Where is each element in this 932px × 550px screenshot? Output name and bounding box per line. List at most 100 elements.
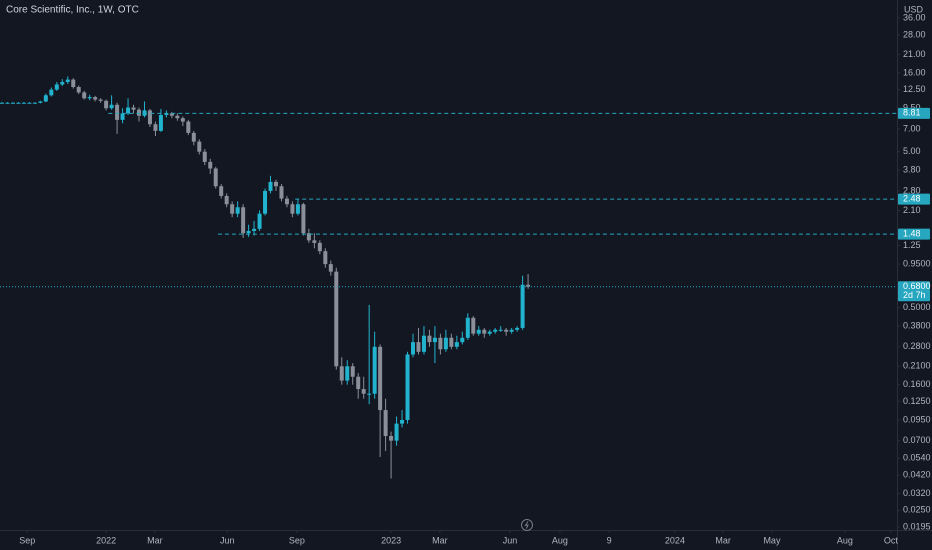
candle-body xyxy=(104,100,109,109)
candle-body xyxy=(476,329,481,334)
candle-body xyxy=(213,168,218,187)
candle-body xyxy=(54,84,59,90)
candle-body xyxy=(389,435,394,441)
x-tick-label: Aug xyxy=(552,535,568,545)
candle-body xyxy=(246,230,251,234)
candle-body xyxy=(443,337,448,350)
candle-body xyxy=(274,181,279,187)
y-tick-label: 0.9500 xyxy=(903,258,931,268)
candle-body xyxy=(520,284,525,328)
y-tick-label: 0.0420 xyxy=(903,470,931,480)
candle-body xyxy=(350,366,355,377)
candle-body xyxy=(301,204,306,234)
y-tick-label: 0.1250 xyxy=(903,396,931,406)
candle-body xyxy=(356,376,361,390)
replay-icon[interactable] xyxy=(521,519,533,531)
candle-body xyxy=(454,342,459,347)
y-tick-label: 0.0950 xyxy=(903,414,931,424)
y-tick-label: 2.80 xyxy=(903,185,921,195)
y-tick-label: 28.00 xyxy=(903,29,926,39)
candle-body xyxy=(361,389,366,394)
candle-body xyxy=(290,204,295,214)
candle-body xyxy=(284,198,289,205)
candle-body xyxy=(268,181,273,191)
candle-body xyxy=(147,110,152,125)
x-tick-label: 2022 xyxy=(96,535,116,545)
level-label: 2.48 xyxy=(903,194,921,204)
candle-body xyxy=(115,104,120,120)
candle-body xyxy=(71,79,76,87)
y-tick-label: 9.50 xyxy=(903,103,921,113)
plot-area xyxy=(0,76,531,479)
candle-body xyxy=(295,204,300,214)
candle-body xyxy=(109,104,114,109)
candle-body xyxy=(509,329,514,332)
candle-body xyxy=(10,102,15,104)
candle-body xyxy=(493,329,498,332)
y-tick-label: 3.80 xyxy=(903,165,921,175)
candle-body xyxy=(224,195,229,205)
candle-body xyxy=(411,342,416,355)
candle-body xyxy=(421,335,426,352)
candle-body xyxy=(16,102,21,104)
candle-body xyxy=(339,366,344,381)
candle-body xyxy=(21,102,26,104)
candle-body xyxy=(465,317,470,338)
chart-title: Core Scientific, Inc., 1W, OTC xyxy=(6,5,139,16)
candle-body xyxy=(328,264,333,272)
candle-body xyxy=(345,366,350,381)
x-tick-label: 9 xyxy=(607,535,612,545)
y-tick-label: 0.0195 xyxy=(903,522,931,532)
countdown-label: 2d 7h xyxy=(903,290,926,300)
candle-body xyxy=(312,240,317,243)
candle-body xyxy=(153,124,158,131)
candle-body xyxy=(416,342,421,352)
candle-body xyxy=(158,114,163,131)
candle-body xyxy=(427,335,432,343)
candle-body xyxy=(235,207,240,214)
candle-body xyxy=(383,410,388,436)
y-tick-label: 7.00 xyxy=(903,123,921,133)
y-tick-label: 21.00 xyxy=(903,49,926,59)
candle-body xyxy=(186,121,191,133)
candle-body xyxy=(49,89,54,96)
x-tick-label: Jun xyxy=(220,535,235,545)
candle-body xyxy=(76,86,81,93)
candle-body xyxy=(169,113,174,116)
candle-body xyxy=(120,113,125,120)
x-tick-label: 2024 xyxy=(665,535,685,545)
last-price-label: 0.6800 xyxy=(903,281,931,291)
candle-body xyxy=(82,92,87,99)
candle-body xyxy=(372,346,377,394)
y-tick-label: 0.0540 xyxy=(903,453,931,463)
y-tick-label: 12.50 xyxy=(903,84,926,94)
candle-body xyxy=(498,329,503,331)
candle-body xyxy=(306,233,311,241)
y-tick-label: 16.00 xyxy=(903,67,926,77)
candle-body xyxy=(471,317,476,334)
candle-body xyxy=(126,107,131,114)
candle-body xyxy=(257,213,262,229)
candle-body xyxy=(131,107,136,110)
icon-bolt xyxy=(524,521,529,529)
candle-body xyxy=(405,354,410,420)
candle-body xyxy=(197,141,202,152)
y-tick-label: 0.0320 xyxy=(903,488,931,498)
candle-body xyxy=(241,207,246,234)
candle-body xyxy=(60,81,65,85)
x-tick-label: Sep xyxy=(289,535,305,545)
y-tick-label: 5.00 xyxy=(903,146,921,156)
candle-body xyxy=(279,186,284,199)
candle-body xyxy=(38,101,43,103)
candle-body xyxy=(27,102,32,104)
candle-body xyxy=(323,251,328,265)
candle-body xyxy=(43,95,48,102)
candle-body xyxy=(252,228,257,231)
candle-body xyxy=(432,337,437,343)
y-tick-label: 2.10 xyxy=(903,205,921,215)
level-label: 1.48 xyxy=(903,228,921,238)
candle-body xyxy=(230,204,235,214)
y-tick-label: 0.2800 xyxy=(903,341,931,351)
